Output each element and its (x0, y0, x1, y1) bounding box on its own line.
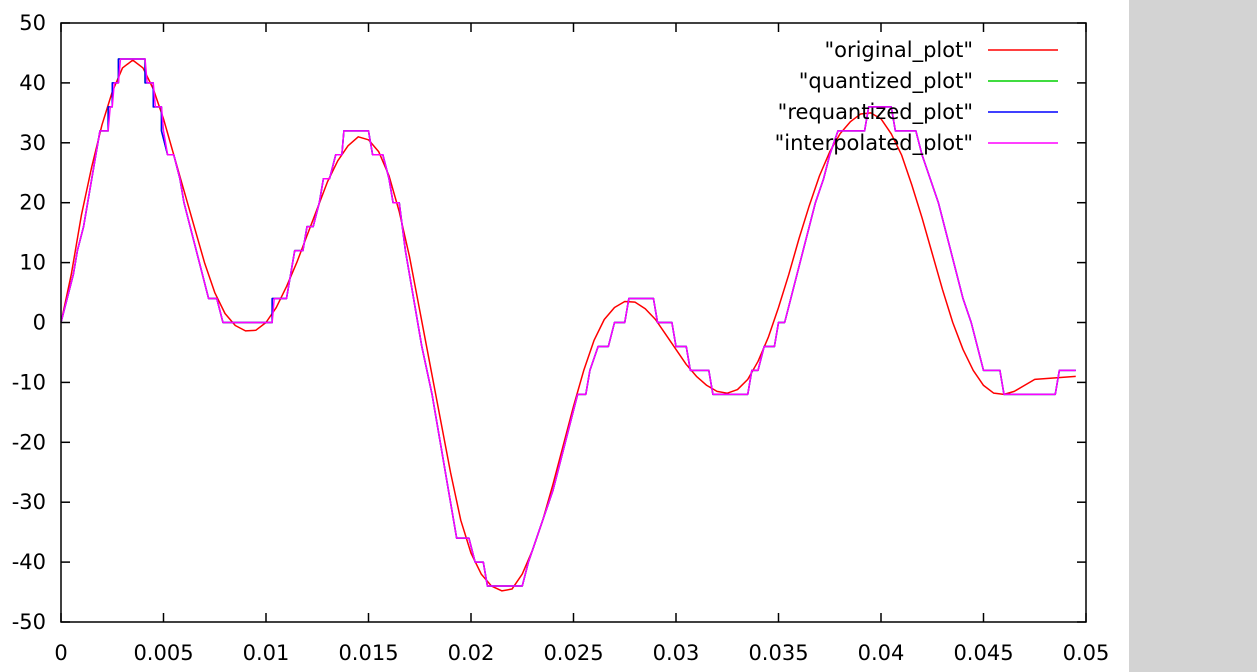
x-tick-label: 0.02 (448, 641, 495, 665)
series-layer (60, 58, 1076, 592)
y-tick-label: 10 (19, 251, 46, 275)
x-axis: 0 0.005 0.01 0.015 0.02 0.025 0.03 0.035 0.04 0.0… (54, 23, 1109, 665)
x-tick-label: 0.03 (653, 641, 700, 665)
y-axis: 50 40 30 20 10 0 -10 -20 -30 -40 -50 (12, 11, 1086, 634)
side-panel (1129, 0, 1257, 672)
series-line-3 (60, 58, 1076, 587)
legend-label: "quantized_plot" (799, 69, 973, 94)
y-tick-label: 40 (19, 71, 46, 95)
x-tick-label: 0.025 (543, 641, 603, 665)
y-tick-label: -40 (12, 550, 46, 574)
x-tick-label: 0.04 (858, 641, 905, 665)
x-tick-label: 0.015 (338, 641, 398, 665)
x-tick-label: 0.045 (953, 641, 1013, 665)
y-tick-label: 50 (19, 11, 46, 35)
x-tick-label: 0 (54, 641, 67, 665)
y-tick-label: -50 (12, 610, 46, 634)
y-tick-label: 20 (19, 191, 46, 215)
line-chart: 0 0.005 0.01 0.015 0.02 0.025 0.03 0.035 0.04 0.0… (12, 11, 1110, 665)
y-tick-label: 30 (19, 131, 46, 155)
y-tick-label: 0 (33, 311, 46, 335)
x-tick-label: 0.05 (1063, 641, 1110, 665)
y-tick-label: -30 (12, 490, 46, 514)
y-tick-label: -10 (12, 370, 46, 394)
x-tick-label: 0.01 (243, 641, 290, 665)
y-tick-label: -20 (12, 430, 46, 454)
legend: "original_plot" "quantized_plot" "requanti… (775, 38, 1058, 156)
x-tick-label: 0.035 (748, 641, 808, 665)
series-line-0 (60, 59, 1076, 592)
legend-label: "requantized_plot" (778, 100, 973, 125)
x-tick-label: 0.005 (133, 641, 193, 665)
legend-label: "interpolated_plot" (775, 131, 973, 156)
legend-label: "original_plot" (824, 38, 973, 63)
